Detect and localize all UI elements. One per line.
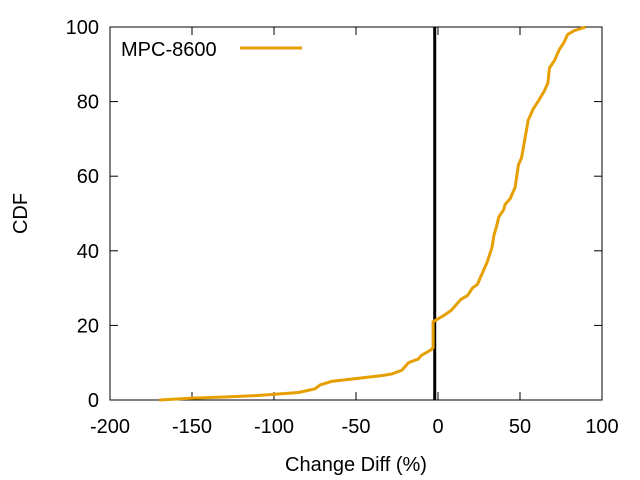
x-axis: -200 -150 -100 -50 0 50 100 — [90, 27, 619, 438]
y-axis-title: CDF — [10, 193, 32, 234]
x-tick-label: -50 — [342, 416, 371, 438]
y-tick-label: 0 — [88, 390, 99, 412]
x-tick-label: 50 — [509, 416, 531, 438]
y-axis: 0 20 40 60 80 100 — [66, 17, 602, 412]
plot-frame — [109, 26, 603, 401]
x-tick-label: 100 — [585, 416, 618, 438]
x-tick-label: 0 — [432, 416, 443, 438]
series-line-mpc-8600 — [159, 25, 587, 402]
legend: MPC-8600 — [121, 39, 302, 61]
x-tick-label: -100 — [254, 416, 294, 438]
y-tick-label: 100 — [66, 17, 99, 39]
plot-area — [109, 26, 603, 401]
y-tick-label: 40 — [77, 241, 99, 263]
x-axis-title: Change Diff (%) — [285, 454, 427, 476]
x-tick-label: -200 — [90, 416, 130, 438]
y-tick-label: 20 — [77, 315, 99, 337]
y-tick-label: 80 — [77, 92, 99, 114]
legend-label: MPC-8600 — [121, 39, 217, 61]
y-tick-label: 60 — [77, 166, 99, 188]
x-tick-label: -150 — [172, 416, 212, 438]
